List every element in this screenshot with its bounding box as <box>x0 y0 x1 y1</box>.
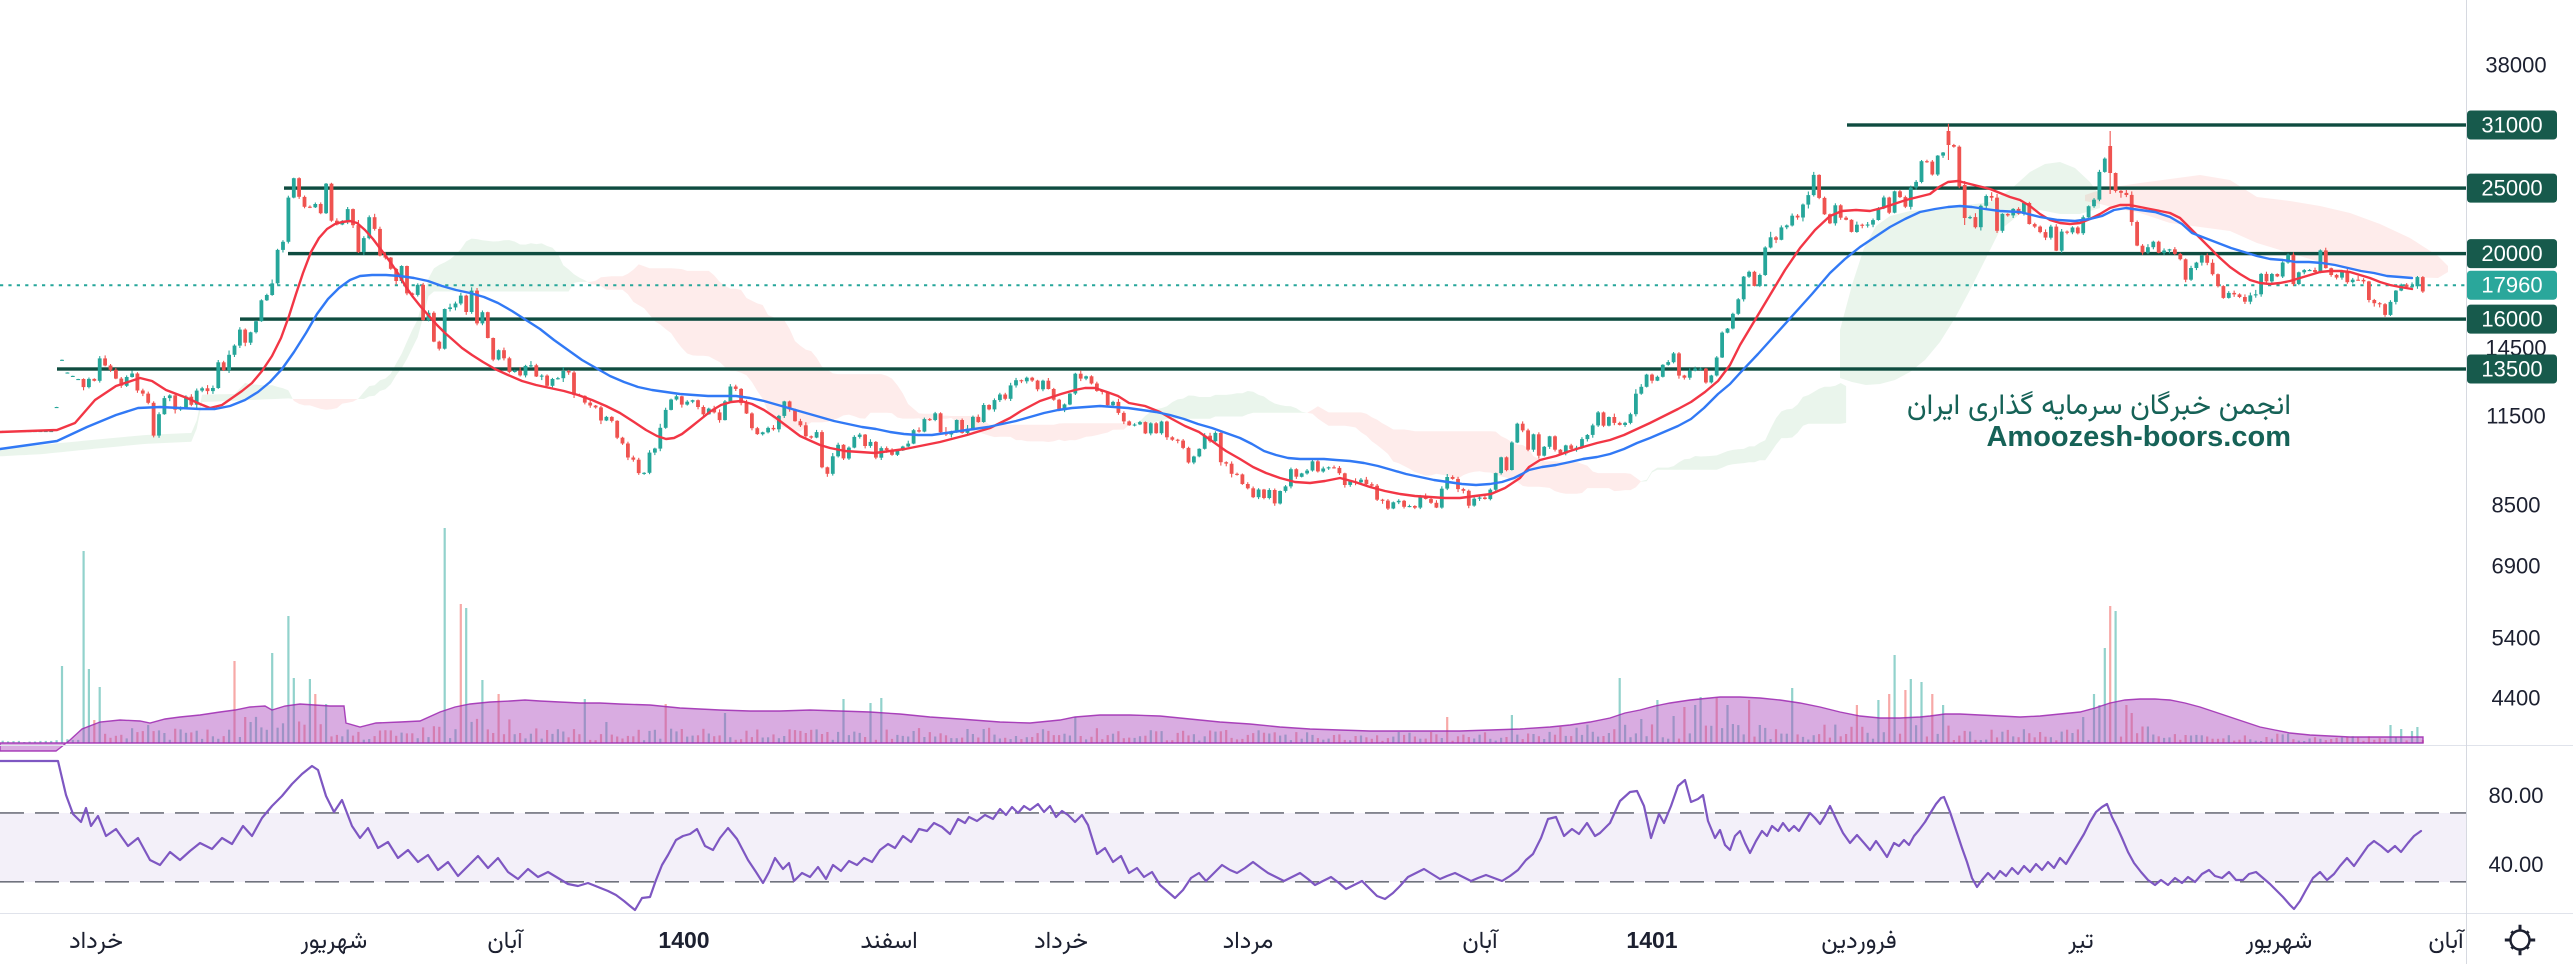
svg-text:8500: 8500 <box>2492 492 2541 517</box>
svg-text:4400: 4400 <box>2492 686 2541 711</box>
svg-text:6900: 6900 <box>2492 554 2541 579</box>
svg-text:16000: 16000 <box>2481 307 2542 332</box>
svg-text:1401: 1401 <box>1626 927 1677 953</box>
svg-text:11500: 11500 <box>2486 404 2546 429</box>
svg-text:20000: 20000 <box>2481 241 2542 266</box>
svg-text:40.00: 40.00 <box>2488 852 2543 877</box>
svg-text:31000: 31000 <box>2481 113 2542 138</box>
svg-text:25000: 25000 <box>2481 176 2542 201</box>
svg-text:1400: 1400 <box>658 927 709 953</box>
svg-text:17960: 17960 <box>2481 273 2542 298</box>
svg-text:80.00: 80.00 <box>2488 783 2543 808</box>
svg-text:5400: 5400 <box>2492 625 2541 650</box>
svg-text:Amoozesh-boors.com: Amoozesh-boors.com <box>1986 421 2291 453</box>
svg-text:38000: 38000 <box>2485 53 2546 78</box>
svg-text:13500: 13500 <box>2481 357 2542 382</box>
